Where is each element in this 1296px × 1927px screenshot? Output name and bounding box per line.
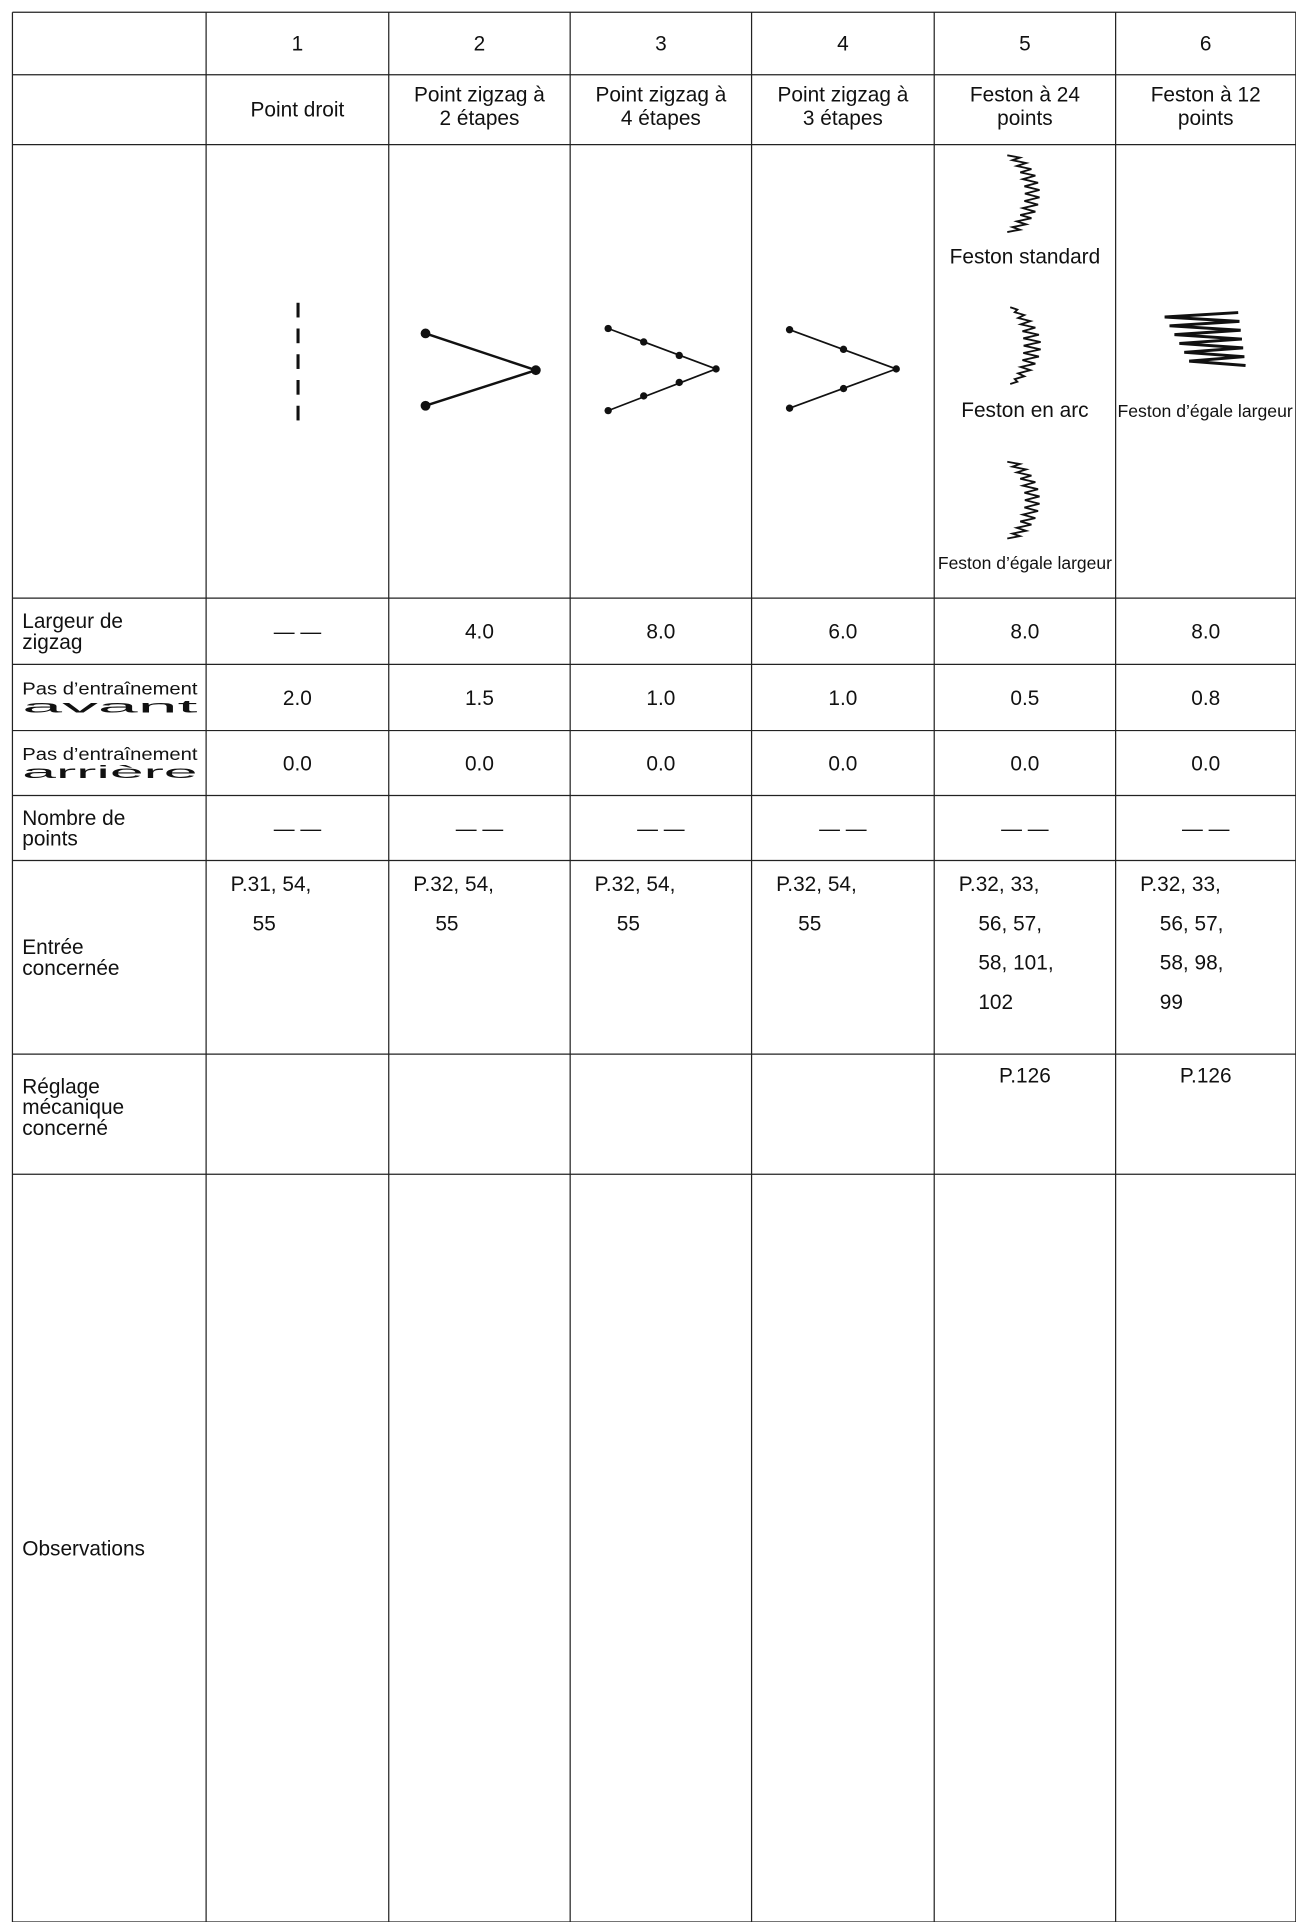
stitch-name: Feston à 12 [1151,84,1261,107]
column-number: 2 [474,32,486,55]
row-label: points [22,828,78,851]
feston-pattern [1164,311,1246,367]
stitch-line [789,328,897,370]
stitch-name: Feston à 24 [970,84,1080,107]
row-label: Largeur de [22,610,123,633]
cell-value: 1.0 [646,687,675,710]
cell-value: 0.8 [1191,687,1220,710]
stitch-point [530,365,541,376]
cell-value: 8.0 [646,621,675,644]
cell-value: 0.0 [465,752,494,775]
cell-value: — — [819,817,867,840]
row-label: concerné [22,1117,108,1140]
stitch-point [420,400,431,411]
row-label: avant [22,697,198,717]
feston-pattern [1009,306,1041,385]
cell-value: — — [637,817,685,840]
row-label: Nombre de [22,807,125,830]
cell-value: P.32, 54, [776,873,857,896]
cell-value: P.32, 54, [413,873,494,896]
column-number: 5 [1019,32,1031,55]
row-label: concernée [22,957,119,980]
feston-pattern [1007,154,1040,233]
stitch-line [425,369,537,407]
cell-value: 55 [253,912,276,935]
cell-value: 1.0 [828,687,857,710]
stitch-name: Point zigzag à [414,84,545,107]
stitch-name: Point droit [251,98,345,121]
cell-value: 55 [617,912,640,935]
stitch-name: Point zigzag à [595,84,726,107]
cell-value: — — [274,621,322,644]
pattern-caption: Feston d’égale largeur [1117,401,1293,421]
stitch-line [607,368,717,412]
stitch-point [604,324,612,333]
stitch-line [425,332,537,372]
stitch-line [607,327,717,370]
cell-value: P.32, 54, [595,873,676,896]
cell-value: 0.0 [283,752,312,775]
cell-value: 99 [1160,991,1183,1014]
cell-value: P.126 [1180,1064,1232,1087]
cell-value: 0.0 [828,752,857,775]
cell-value: 58, 101, [978,952,1053,975]
stitch-name: Point zigzag à [777,84,908,107]
row-label: Observations [22,1537,145,1560]
table-grid [11,11,1296,1923]
stitch-name: 4 étapes [621,107,701,130]
row-label: Réglage [22,1075,100,1098]
cell-value: P.31, 54, [231,873,312,896]
cell-value: 0.5 [1010,687,1039,710]
stitch-name: 3 étapes [803,107,883,130]
cell-value: 102 [978,991,1013,1014]
cell-value: 0.0 [646,752,675,775]
cell-value: 1.5 [465,687,494,710]
feston-pattern [1007,460,1040,540]
stitch-name: points [997,107,1053,130]
cell-value: — — [1001,817,1049,840]
cell-value: 0.0 [1191,752,1220,775]
cell-value: 58, 98, [1160,952,1224,975]
stitch-name: points [1178,107,1234,130]
cell-value: 4.0 [465,621,494,644]
cell-value: — — [274,817,322,840]
cell-value: — — [1182,817,1230,840]
pattern-caption: Feston standard [950,246,1101,269]
column-number: 4 [837,32,849,55]
cell-value: 56, 57, [1160,912,1224,935]
stitch-name: 2 étapes [440,107,520,130]
cell-value: P.32, 33, [959,873,1040,896]
column-number: 6 [1200,32,1212,55]
row-label: Pas d’entraînement [22,744,198,764]
cell-value: 55 [798,912,821,935]
stitch-point [420,328,431,339]
cell-value: P.32, 33, [1140,873,1221,896]
cell-value: 55 [435,912,458,935]
cell-value: 8.0 [1010,621,1039,644]
stitch-line [789,368,897,409]
cell-value: 2.0 [283,687,312,710]
column-number: 1 [292,32,304,55]
row-label: Pas d’entraînement [22,678,198,698]
cell-value: 6.0 [828,621,857,644]
cell-value: 0.0 [1010,752,1039,775]
cell-value: 8.0 [1191,621,1220,644]
row-label: Entrée [22,936,83,959]
pattern-caption: Feston en arc [961,399,1088,422]
cell-value: — — [456,817,504,840]
stitch-point [604,406,612,415]
row-label: zigzag [22,631,82,654]
pattern-caption: Feston d’égale largeur [938,553,1112,573]
cell-value: 56, 57, [978,912,1042,935]
row-label: arrière [22,762,197,782]
cell-value: P.126 [999,1064,1051,1087]
stitch-point [785,404,794,412]
column-number: 3 [655,32,667,55]
row-label: mécanique [22,1096,124,1119]
